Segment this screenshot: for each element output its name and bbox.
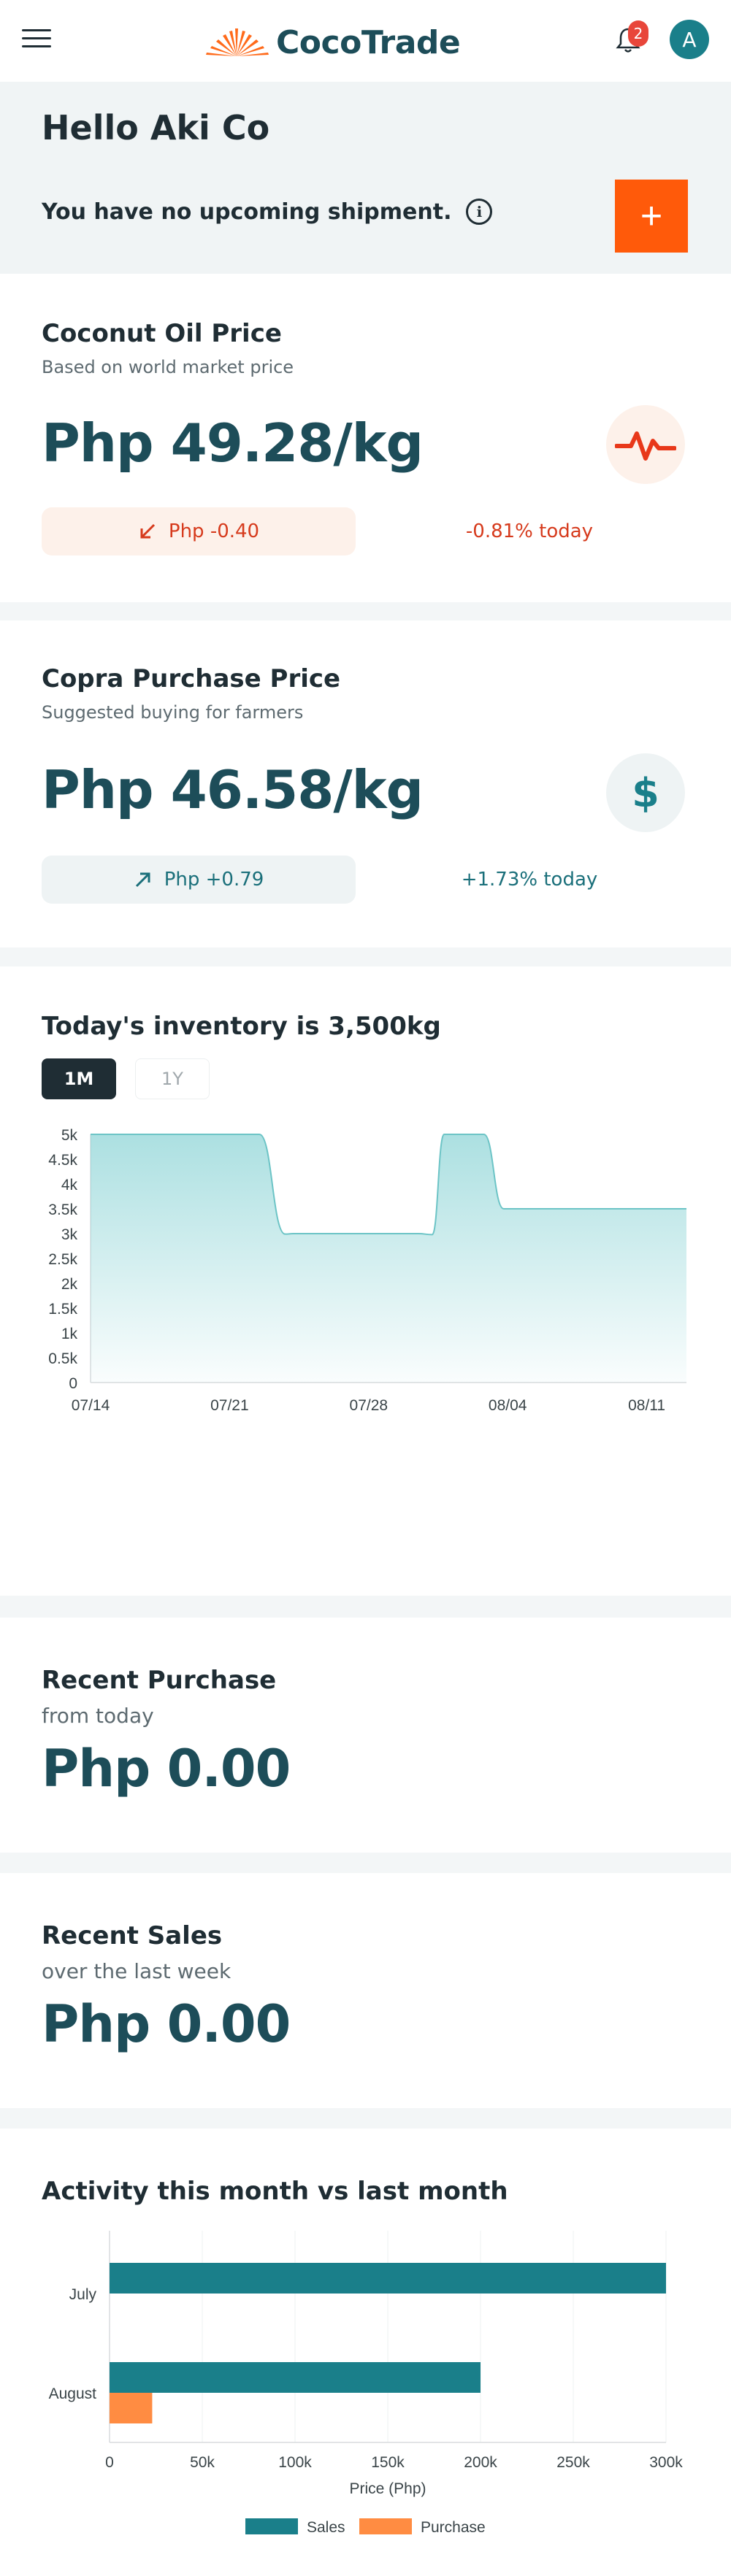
recent-sales-card: Recent Sales over the last week Php 0.00 [0,1873,731,2108]
greeting-title: Hello Aki Co [42,108,270,147]
activity-x-tick-label: 200k [464,2454,497,2471]
copra-change-pill: Php +0.79 [42,856,356,904]
inventory-y-tick-label: 2k [61,1276,78,1293]
activity-x-tick-label: 250k [556,2454,590,2471]
inventory-y-tick-label: 5k [61,1127,78,1144]
coconut-oil-change-pill: Php -0.40 [42,507,356,555]
copra-change: Php +0.79 [164,869,264,891]
legend-swatch-purchase [359,2518,412,2534]
activity-bar-sales [110,2263,666,2294]
activity-x-tick-label: 50k [190,2454,215,2471]
user-avatar[interactable]: A [670,20,709,59]
info-icon[interactable]: i [466,199,493,225]
dollar-icon: $ [606,753,685,832]
activity-category-label: July [69,2286,97,2303]
add-shipment-button[interactable]: + [615,180,688,253]
app-header: CocoTrade 2 A [0,0,731,82]
inventory-y-tick-label: 1.5k [48,1301,77,1318]
activity-x-tick-label: 100k [278,2454,312,2471]
notification-badge: 2 [628,20,648,47]
activity-x-tick-label: 300k [649,2454,683,2471]
coconut-oil-price-card: Coconut Oil Price Based on world market … [0,274,731,602]
arrow-up-right-icon [135,872,150,888]
copra-title: Copra Purchase Price [42,664,341,693]
inventory-area-fill [91,1134,686,1383]
activity-title: Activity this month vs last month [42,2177,508,2206]
coconut-oil-change-percent: -0.81% today [465,520,594,542]
inventory-y-tick-label: 4k [61,1177,78,1193]
app-name: CocoTrade [276,23,461,61]
coconut-oil-title: Coconut Oil Price [42,319,282,348]
recent-purchase-title: Recent Purchase [42,1666,277,1695]
inventory-y-tick-label: 0 [69,1375,77,1392]
legend-label-sales: Sales [307,2519,345,2536]
legend-label-purchase: Purchase [421,2519,486,2536]
sunburst-logo-icon [206,28,269,56]
inventory-title: Today's inventory is 3,500kg [42,1012,441,1041]
inventory-x-tick-label: 07/21 [210,1397,249,1414]
copra-price: Php 46.58/kg [42,759,424,820]
recent-sales-subtitle: over the last week [42,1959,231,1983]
recent-purchase-subtitle: from today [42,1704,154,1728]
copra-change-percent: +1.73% today [461,869,598,891]
shipment-status: You have no upcoming shipment. i [42,199,493,225]
inventory-y-tick-label: 2.5k [48,1251,77,1268]
copra-subtitle: Suggested buying for farmers [42,702,304,723]
inventory-y-tick-label: 4.5k [48,1152,77,1169]
inventory-x-tick-label: 08/04 [489,1397,527,1414]
range-1m-button[interactable]: 1M [42,1058,116,1099]
activity-x-axis-label: Price (Php) [349,2480,426,2497]
inventory-y-tick-label: 0.5k [48,1350,77,1367]
inventory-area-chart: 0 0.5k 1k 1.5k 2k 2.5k 3k 3.5k 4k 4.5k 5k 07/14 07/2… [48,1127,686,1414]
inventory-y-tick-label: 1k [61,1326,78,1342]
inventory-card: Today's inventory is 3,500kg 1M 1Y 0 0.5k… [0,966,731,1596]
copra-price-card: Copra Purchase Price Suggested buying fo… [0,620,731,947]
inventory-y-tick-label: 3k [61,1226,78,1243]
pulse-icon [606,405,685,484]
inventory-y-tick-label: 3.5k [48,1202,77,1218]
legend-swatch-sales [245,2518,298,2534]
activity-bar-sales [110,2362,481,2393]
coconut-oil-change: Php -0.40 [168,520,260,542]
arrow-down-left-icon [140,523,155,539]
activity-x-tick-label: 0 [105,2454,114,2471]
activity-x-tick-label: 150k [371,2454,405,2471]
app-logo[interactable]: CocoTrade [203,20,461,64]
coconut-oil-subtitle: Based on world market price [42,357,294,377]
hamburger-menu-icon[interactable] [22,29,51,51]
activity-bar-purchase [110,2393,153,2423]
activity-bar-chart: 0 50k 100k 150k 200k 250k 300k July August Price … [49,2231,683,2536]
activity-card: Activity this month vs last month 0 50k 10… [0,2129,731,2576]
activity-category-label: August [49,2385,97,2402]
recent-sales-value: Php 0.00 [42,1994,291,2054]
recent-purchase-card: Recent Purchase from today Php 0.00 [0,1618,731,1853]
recent-purchase-value: Php 0.00 [42,1739,291,1799]
inventory-line [90,1134,686,1236]
range-1y-button[interactable]: 1Y [135,1058,210,1099]
inventory-x-tick-label: 07/28 [350,1397,389,1414]
inventory-x-tick-label: 07/14 [72,1397,110,1414]
greeting-section: Hello Aki Co You have no upcoming shipme… [0,82,731,274]
shipment-status-text: You have no upcoming shipment. [42,199,452,225]
recent-sales-title: Recent Sales [42,1921,223,1950]
coconut-oil-price: Php 49.28/kg [42,412,424,474]
inventory-x-tick-label: 08/11 [628,1397,665,1414]
